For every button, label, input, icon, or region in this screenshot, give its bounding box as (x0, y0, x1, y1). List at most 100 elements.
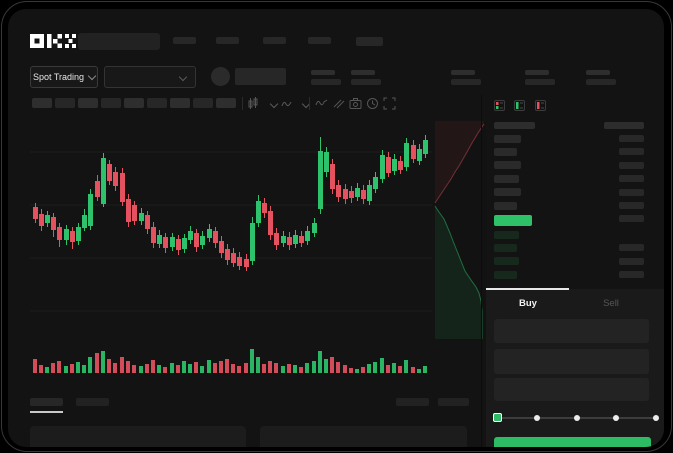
ask-row-amount (619, 161, 644, 169)
candle-body (82, 215, 87, 228)
candle-body (392, 159, 397, 171)
timeframe-button[interactable] (124, 98, 144, 108)
timeframe-button[interactable] (193, 98, 213, 108)
slider-stop[interactable] (613, 415, 620, 421)
bid-row-price[interactable] (494, 270, 517, 279)
candle-body (64, 229, 69, 240)
ask-row-price[interactable] (494, 201, 517, 210)
orderbook-view-toggles (494, 98, 546, 116)
timeframe-button[interactable] (101, 98, 121, 108)
price-chart[interactable] (8, 9, 488, 447)
candle-body (57, 227, 62, 240)
slider-stop[interactable] (573, 415, 580, 421)
order-total-field[interactable] (494, 378, 649, 401)
volume-bar (281, 366, 285, 373)
volume-bar (330, 357, 334, 373)
bid-row-amount (619, 257, 644, 265)
stat-label (311, 70, 335, 75)
market-type-label: Spot Trading (32, 72, 85, 82)
candle-body (163, 237, 168, 248)
candle-body (250, 223, 255, 261)
last-price-badge[interactable] (494, 214, 532, 226)
depth-bids-line (434, 205, 483, 339)
timeframe-button[interactable] (78, 98, 98, 108)
candle-body (120, 173, 125, 202)
market-type-selector[interactable]: Spot Trading (30, 66, 98, 88)
timeframe-button[interactable] (55, 98, 75, 108)
volume-bar (373, 362, 377, 373)
drawing-tools-icon[interactable] (332, 97, 345, 110)
candle-style-icon[interactable] (248, 97, 261, 110)
slider-handle[interactable] (492, 413, 502, 422)
candle-body (176, 239, 181, 250)
timeframe-button[interactable] (147, 98, 167, 108)
candle-body (373, 177, 378, 189)
bid-row-price[interactable] (494, 230, 519, 239)
tab-buy[interactable]: Buy (519, 298, 537, 309)
stat-value (525, 79, 555, 85)
timeframe-button[interactable] (32, 98, 52, 108)
timeframe-button[interactable] (216, 98, 236, 108)
slider-stop[interactable] (533, 415, 540, 421)
nav-item[interactable] (216, 37, 239, 44)
bottom-tab-active[interactable] (30, 398, 63, 406)
order-amount-field[interactable] (494, 349, 649, 374)
toolbar-divider (242, 97, 243, 110)
volume-bar (225, 359, 229, 373)
interval-icon[interactable] (280, 97, 293, 110)
timeframe-button[interactable] (170, 98, 190, 108)
tab-sell[interactable]: Sell (603, 298, 619, 309)
slider-stop[interactable] (653, 415, 659, 421)
ask-row-price[interactable] (494, 147, 517, 156)
settings-clock-icon[interactable] (366, 97, 379, 110)
nav-item[interactable] (263, 37, 286, 44)
bid-row-amount (619, 271, 644, 279)
bid-row-price[interactable] (494, 257, 519, 266)
stat-value (311, 79, 341, 85)
orderbook-split-view-icon[interactable] (494, 100, 505, 111)
orderbook-asks-view-icon[interactable] (534, 100, 546, 111)
search-bar-placeholder[interactable] (78, 33, 160, 50)
bid-row-price[interactable] (494, 243, 517, 252)
buy-submit-button[interactable] (494, 437, 651, 447)
stat-label (351, 70, 375, 75)
depth-bids-area (435, 206, 482, 339)
volume-bar (107, 359, 111, 373)
volume-bar (367, 364, 371, 373)
indicators-icon[interactable] (315, 97, 328, 110)
fullscreen-icon[interactable] (383, 97, 396, 110)
active-tab-indicator (486, 288, 569, 290)
screenshot-camera-icon[interactable] (349, 97, 362, 110)
amount-slider[interactable] (492, 411, 659, 424)
candle-body (380, 155, 385, 179)
orderbook-bids-view-icon[interactable] (514, 100, 526, 111)
candle-body (367, 185, 372, 201)
bottom-filter[interactable] (396, 398, 429, 406)
volume-bar (51, 363, 55, 373)
volume-bar (336, 362, 340, 373)
ask-row-amount (619, 148, 644, 156)
nav-item[interactable] (173, 37, 196, 44)
bottom-tab[interactable] (76, 398, 109, 406)
order-price-field[interactable] (494, 319, 649, 343)
ask-row-price[interactable] (494, 174, 519, 183)
volume-bar (39, 365, 43, 373)
candle-body (361, 190, 366, 199)
ask-row-price[interactable] (494, 134, 521, 143)
bottom-filter[interactable] (438, 398, 469, 406)
nav-item[interactable] (308, 37, 331, 44)
volume-bar (45, 367, 49, 373)
candle-body (305, 231, 310, 241)
candle-body (101, 158, 106, 204)
volume-bar (101, 351, 105, 373)
ask-row-price[interactable] (494, 161, 521, 170)
nav-item[interactable] (356, 37, 383, 46)
candle-body (51, 217, 56, 230)
volume-bar (120, 357, 124, 373)
candle-body (107, 164, 112, 181)
volume-bar (151, 360, 155, 373)
volume-bar (82, 365, 86, 373)
ask-row-price[interactable] (494, 188, 521, 197)
pair-selector-dropdown[interactable] (104, 66, 196, 88)
volume-bar (113, 363, 117, 373)
